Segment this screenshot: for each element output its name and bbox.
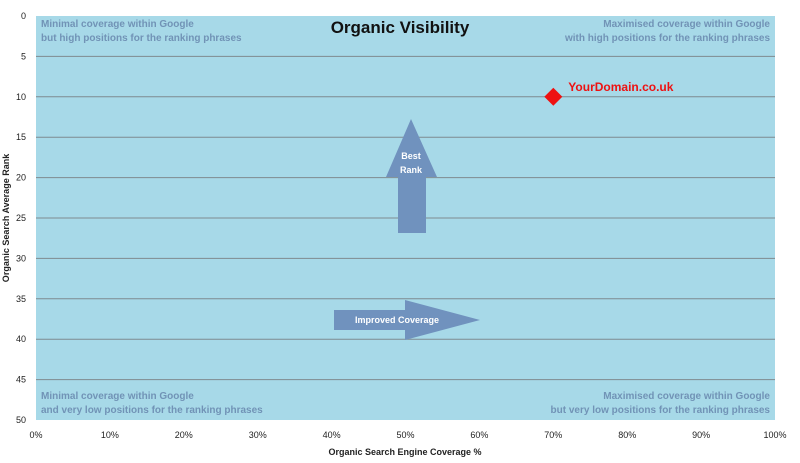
y-tick-label: 5	[21, 51, 26, 61]
x-tick-label: 30%	[249, 430, 267, 440]
quadrant-label-top-right: with high positions for the ranking phra…	[564, 33, 770, 44]
x-axis-title: Organic Search Engine Coverage %	[328, 447, 481, 457]
quadrant-labels: Minimal coverage within Google but high p…	[41, 19, 770, 416]
x-tick-label: 50%	[396, 430, 414, 440]
y-axis-title: Organic Search Average Rank	[1, 153, 11, 282]
x-tick-label: 100%	[763, 430, 786, 440]
improved-coverage-arrow-icon	[334, 300, 480, 340]
x-tick-label: 80%	[618, 430, 636, 440]
y-tick-label: 50	[16, 415, 26, 425]
quadrant-label-bottom-left: Minimal coverage within Google	[41, 391, 194, 402]
y-tick-label: 35	[16, 294, 26, 304]
x-tick-label: 70%	[544, 430, 562, 440]
y-tick-label: 40	[16, 334, 26, 344]
y-tick-label: 25	[16, 213, 26, 223]
quadrant-label-top-right: Maximised coverage within Google	[603, 19, 770, 30]
quadrant-label-bottom-right: Maximised coverage within Google	[603, 391, 770, 402]
y-tick-label: 30	[16, 253, 26, 263]
data-point-marker	[544, 87, 563, 106]
data-point-label: YourDomain.co.uk	[568, 80, 673, 94]
y-tick-label: 0	[21, 11, 26, 21]
y-tick-label: 20	[16, 173, 26, 183]
quadrant-label-top-left: Minimal coverage within Google	[41, 19, 194, 30]
x-tick-label: 90%	[692, 430, 710, 440]
y-tick-label: 15	[16, 132, 26, 142]
x-tick-label: 0%	[29, 430, 42, 440]
chart-title: Organic Visibility	[331, 18, 470, 37]
quadrant-label-top-left: but high positions for the ranking phras…	[41, 33, 242, 44]
y-tick-label: 45	[16, 375, 26, 385]
best-rank-arrow-icon	[386, 119, 437, 233]
axis-ticks: 0 5 10 15 20 25 30 35 40 45 500% 10% 20% 30% 40% 50% 60%…	[16, 11, 787, 440]
best-rank-arrow-label: Rank	[400, 165, 423, 175]
quadrant-label-bottom-left: and very low positions for the ranking p…	[41, 405, 263, 416]
y-tick-label: 10	[16, 92, 26, 102]
improved-coverage-arrow-label: Improved Coverage	[355, 315, 439, 325]
quadrant-label-bottom-right: but very low positions for the ranking p…	[551, 405, 771, 416]
arrows-group: Best Rank Improved Coverage	[334, 119, 480, 340]
x-tick-label: 40%	[323, 430, 341, 440]
data-points: YourDomain.co.uk	[544, 80, 674, 106]
x-tick-label: 20%	[175, 430, 193, 440]
x-tick-label: 10%	[101, 430, 119, 440]
best-rank-arrow-label: Best	[401, 151, 421, 161]
x-tick-label: 60%	[470, 430, 488, 440]
